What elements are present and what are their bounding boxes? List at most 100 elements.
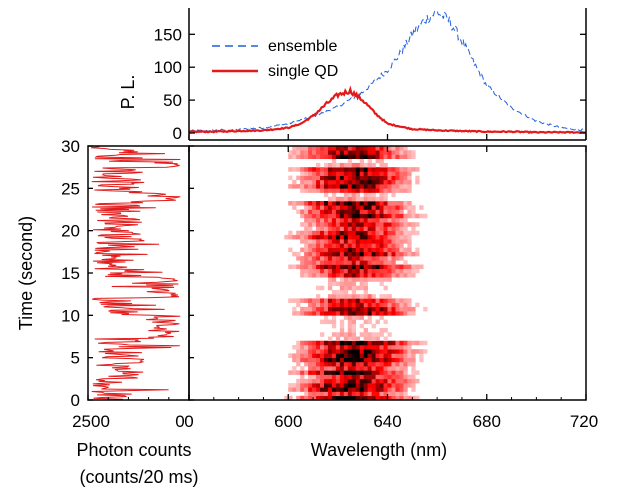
heatmap-cell	[300, 256, 305, 261]
heatmap-cell	[355, 154, 361, 159]
heatmap-cell	[339, 289, 345, 295]
heatmap-cell	[371, 196, 376, 202]
heatmap-cell	[343, 256, 349, 261]
heatmap-cell	[391, 353, 396, 358]
heatmap-cell	[407, 340, 412, 346]
heatmap-cell	[316, 222, 321, 227]
heatmap-cell	[343, 366, 349, 371]
heatmap-cell	[363, 374, 368, 380]
heatmap-cell	[411, 226, 416, 231]
heatmap-cell	[335, 391, 341, 397]
heatmap-cell	[363, 209, 368, 215]
heatmap-cell	[423, 306, 428, 312]
heatmap-cell	[331, 332, 337, 337]
heatmap-cell	[383, 251, 388, 257]
heatmap-cell	[359, 264, 364, 270]
heatmap-cell	[339, 205, 345, 210]
heatmap-cell	[367, 171, 372, 176]
heatmap-cell	[363, 230, 368, 236]
heatmap-cell	[363, 184, 368, 189]
heatmap-cell	[292, 344, 297, 350]
heatmap-cell	[347, 264, 353, 270]
heatmap-cell	[339, 328, 345, 333]
heatmap-cell	[339, 146, 345, 151]
heatmap-cell	[399, 311, 404, 316]
heatmap-cell	[399, 395, 404, 400]
heatmap-cell	[383, 179, 388, 185]
heatmap-cell	[331, 154, 337, 159]
heatmap-cell	[327, 209, 333, 215]
heatmap-cell	[339, 268, 345, 274]
heatmap-cell	[316, 251, 321, 257]
heatmap-cell	[343, 230, 349, 236]
heatmap-cell	[343, 361, 349, 367]
heatmap-cell	[300, 353, 305, 358]
heatmap-cell	[292, 201, 297, 206]
heatmap-cell	[288, 234, 293, 240]
heatmap-cell	[399, 222, 404, 227]
heatmap-cell	[367, 357, 372, 363]
heatmap-cell	[288, 175, 293, 181]
heatmap-cell	[339, 243, 345, 248]
heatmap-cell	[296, 146, 301, 151]
heatmap-cell	[375, 196, 380, 202]
heatmap-cell	[327, 213, 333, 219]
heatmap-cell	[316, 184, 321, 189]
heatmap-cell	[316, 167, 321, 172]
heatmap-cell	[323, 205, 329, 210]
heatmap-cell	[320, 260, 325, 265]
heatmap-cell	[320, 154, 325, 159]
heatmap-cell	[327, 340, 333, 346]
heatmap-cell	[359, 146, 364, 151]
heatmap-cell	[383, 302, 388, 308]
heatmap-cell	[331, 370, 337, 375]
heatmap-cell	[327, 366, 333, 371]
heatmap-cell	[415, 395, 420, 400]
heatmap-cell	[335, 154, 341, 159]
heatmap-cell	[359, 273, 364, 278]
heatmap-cell	[323, 349, 329, 354]
heatmap-cell	[395, 374, 400, 380]
heatmap-cell	[320, 344, 325, 350]
heatmap-cell	[351, 294, 357, 299]
heatmap-cell	[335, 336, 341, 342]
heatmap-cell	[355, 146, 361, 151]
heatmap-cell	[308, 344, 313, 350]
heatmap-cell	[320, 175, 325, 181]
heatmap-cell	[323, 268, 329, 274]
heatmap-cell	[391, 146, 396, 151]
heatmap-cell	[359, 302, 364, 308]
heatmap-cell	[347, 209, 353, 215]
heatmap-cell	[367, 158, 372, 164]
heatmap-cell	[387, 340, 392, 346]
heatmap-cell	[343, 162, 349, 168]
heatmap-cell	[375, 184, 380, 189]
heatmap-cell	[383, 264, 388, 270]
heatmap-cell	[371, 311, 376, 316]
heatmap-cell	[371, 306, 376, 312]
heatmap-cell	[395, 361, 400, 367]
heatmap-cell	[383, 247, 388, 253]
heatmap-cell	[391, 251, 396, 257]
heatmap-cell	[335, 243, 341, 248]
heatmap-cell	[407, 374, 412, 380]
heatmap-cell	[320, 264, 325, 270]
heatmap-cell	[292, 357, 297, 363]
heatmap-cell	[339, 344, 345, 350]
heatmap-cell	[347, 184, 353, 189]
heatmap-cell	[308, 349, 313, 354]
heatmap-cell	[359, 247, 364, 253]
heatmap-cell	[316, 357, 321, 363]
heatmap-cell	[367, 247, 372, 253]
heatmap-cell	[331, 361, 337, 367]
heatmap-cell	[355, 383, 361, 388]
heatmap-cell	[363, 328, 368, 333]
heatmap-cell	[316, 260, 321, 265]
heatmap-cell	[355, 167, 361, 172]
heatmap-cell	[387, 361, 392, 367]
heatmap-cell	[379, 387, 384, 392]
heatmap-cell	[316, 366, 321, 371]
heatmap-cell	[288, 383, 293, 388]
heatmap-cell	[411, 268, 416, 274]
